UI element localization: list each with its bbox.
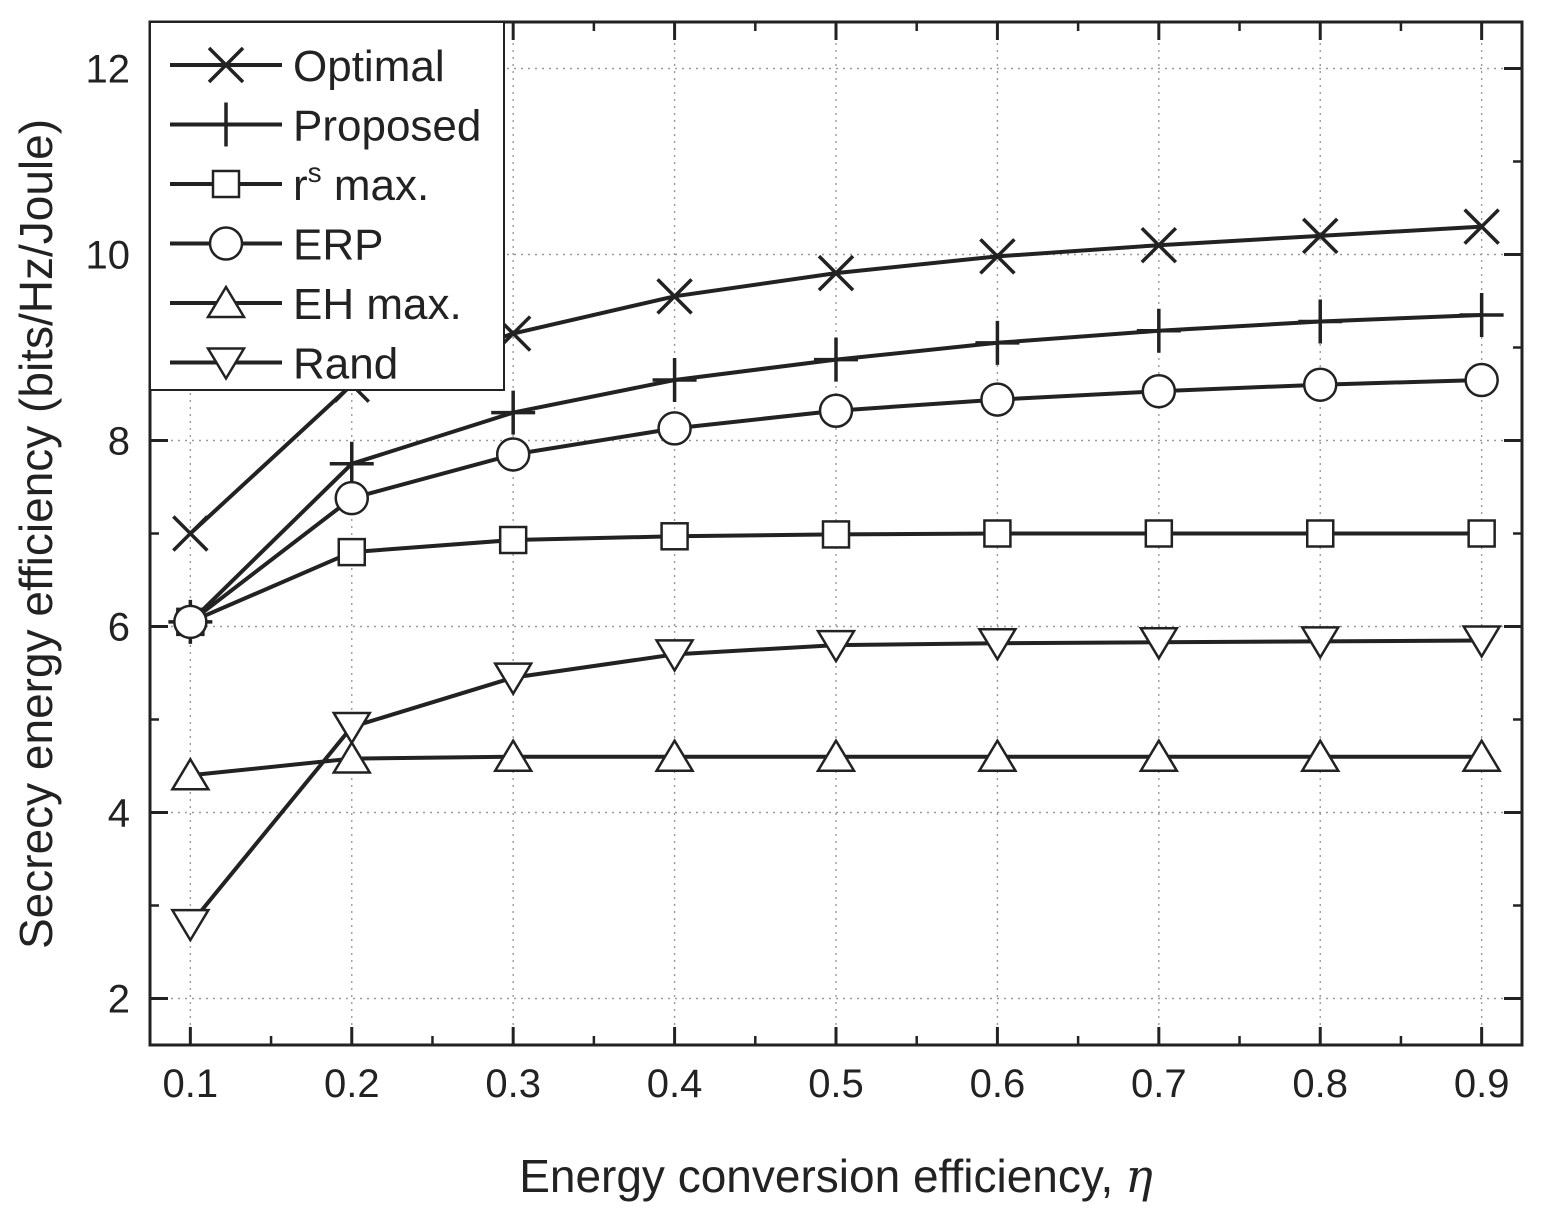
data-point xyxy=(1461,625,1502,659)
legend-label: Rand xyxy=(293,340,398,389)
legend-marker xyxy=(205,347,247,381)
legend-label: EH max. xyxy=(293,280,462,329)
legend-entry: EH max. xyxy=(170,280,462,329)
data-point xyxy=(1461,738,1502,772)
legend-marker xyxy=(211,169,241,199)
data-point xyxy=(821,520,851,549)
x-tick-label: 0.9 xyxy=(1454,1062,1510,1106)
data-point xyxy=(815,629,857,664)
y-tick-label: 8 xyxy=(108,420,130,464)
data-point xyxy=(977,627,1018,662)
legend-box xyxy=(149,21,505,391)
data-point xyxy=(495,437,531,472)
data-point xyxy=(975,320,1020,365)
y-tick-label: 4 xyxy=(108,792,130,836)
data-point xyxy=(1467,519,1496,548)
data-point xyxy=(656,278,693,315)
series-circle xyxy=(173,362,1499,640)
legend-entry: Optimal xyxy=(170,42,445,91)
x-tick-label: 0.5 xyxy=(808,1062,864,1106)
y-tick-label: 12 xyxy=(86,48,131,92)
data-point xyxy=(331,740,372,774)
data-point xyxy=(983,519,1012,548)
y-tick-label: 10 xyxy=(86,234,131,278)
data-point xyxy=(1136,308,1181,353)
tick-labels: 0.1 0.2 0.3 0.4 0.5 0.6 0.7 0.8 0.9 2 4 6 8 10 12 xyxy=(86,48,1510,1107)
legend-marker xyxy=(207,46,245,84)
data-point xyxy=(170,756,211,791)
data-point xyxy=(1305,519,1335,548)
legend-marker xyxy=(205,284,247,319)
data-point xyxy=(1302,367,1338,402)
legend-marker xyxy=(204,102,248,147)
data-point xyxy=(1138,738,1180,772)
legend-label: rs max. xyxy=(293,157,429,210)
y-tick-label: 6 xyxy=(108,606,130,650)
data-point xyxy=(491,390,536,435)
legend-entry: Proposed xyxy=(170,102,481,151)
data-point xyxy=(172,515,209,552)
data-point xyxy=(818,393,854,428)
data-point xyxy=(1298,299,1343,344)
data-point xyxy=(1464,362,1499,398)
data-point xyxy=(654,738,695,772)
legend-label: Optimal xyxy=(293,42,445,91)
series-triangle-down xyxy=(170,625,1502,943)
data-point xyxy=(652,358,697,403)
data-point xyxy=(977,738,1018,772)
series-line xyxy=(188,638,1482,926)
legend-label: ERP xyxy=(293,221,383,270)
data-point xyxy=(814,337,858,382)
x-tick-label: 0.7 xyxy=(1131,1062,1187,1106)
data-point xyxy=(1302,217,1339,255)
x-tick-label: 0.3 xyxy=(485,1062,541,1106)
legend-label: Proposed xyxy=(293,102,481,151)
data-point xyxy=(1300,626,1341,660)
x-tick-label: 0.1 xyxy=(163,1062,219,1106)
data-point xyxy=(815,738,857,772)
data-point xyxy=(173,604,208,640)
x-tick-label: 0.2 xyxy=(324,1062,380,1106)
legend-entry: rs max. xyxy=(170,157,429,210)
legend-entry: Rand xyxy=(170,340,398,389)
data-point xyxy=(170,908,211,943)
legend-marker xyxy=(208,226,244,261)
x-axis-symbol: η xyxy=(1125,1149,1153,1203)
data-point xyxy=(1300,738,1341,772)
data-point xyxy=(492,662,534,697)
series-plus xyxy=(168,292,1504,644)
data-point xyxy=(1141,373,1177,409)
data-point xyxy=(817,254,855,292)
data-point xyxy=(1138,627,1180,661)
data-point xyxy=(1459,292,1504,337)
x-axis-title: Energy conversion efficiency, η xyxy=(519,1149,1153,1203)
data-point xyxy=(334,480,370,516)
x-tick-label: 0.4 xyxy=(647,1062,703,1106)
x-tick-label: 0.8 xyxy=(1292,1062,1348,1106)
y-tick-label: 2 xyxy=(108,978,130,1022)
data-point xyxy=(1140,226,1178,264)
data-point xyxy=(337,537,367,567)
data-point xyxy=(660,522,689,551)
data-point xyxy=(498,525,528,555)
x-tick-label: 0.6 xyxy=(970,1062,1026,1106)
legend: Optimal Proposed rs max. ERP EH max. Rand xyxy=(149,21,505,391)
data-point xyxy=(657,411,692,446)
data-point xyxy=(979,238,1016,275)
data-point xyxy=(1144,519,1174,548)
data-point xyxy=(331,711,372,746)
data-point xyxy=(1463,208,1500,245)
data-point xyxy=(980,382,1015,417)
y-axis-title: Secrecy energy efficiency (bits/Hz/Joule… xyxy=(10,119,62,949)
legend-entry: ERP xyxy=(170,221,383,270)
series-triangle-up xyxy=(170,738,1502,791)
data-point xyxy=(329,441,374,486)
data-point xyxy=(654,639,695,673)
data-point xyxy=(492,738,534,772)
